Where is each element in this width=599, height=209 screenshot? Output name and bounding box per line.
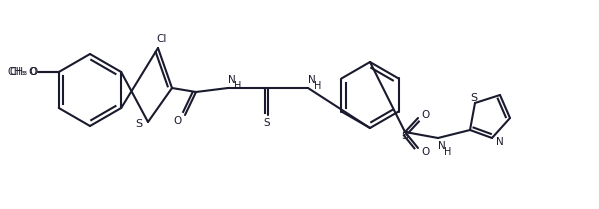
Text: H: H <box>314 81 322 91</box>
Text: N: N <box>228 75 236 85</box>
Text: N: N <box>496 137 504 147</box>
Text: O: O <box>421 110 429 120</box>
Text: H: H <box>234 81 241 91</box>
Text: N: N <box>308 75 316 85</box>
Text: Cl: Cl <box>157 34 167 44</box>
Text: O: O <box>29 67 37 77</box>
Text: S: S <box>470 93 477 103</box>
Text: S: S <box>401 131 409 141</box>
Text: O: O <box>421 147 429 157</box>
Text: O: O <box>173 116 181 126</box>
Text: O: O <box>30 67 38 77</box>
Text: CH₃: CH₃ <box>10 67 28 77</box>
Text: CH₃: CH₃ <box>8 67 26 77</box>
Text: N: N <box>438 141 446 151</box>
Text: H: H <box>444 147 452 157</box>
Text: S: S <box>264 118 270 128</box>
Text: S: S <box>135 119 143 129</box>
